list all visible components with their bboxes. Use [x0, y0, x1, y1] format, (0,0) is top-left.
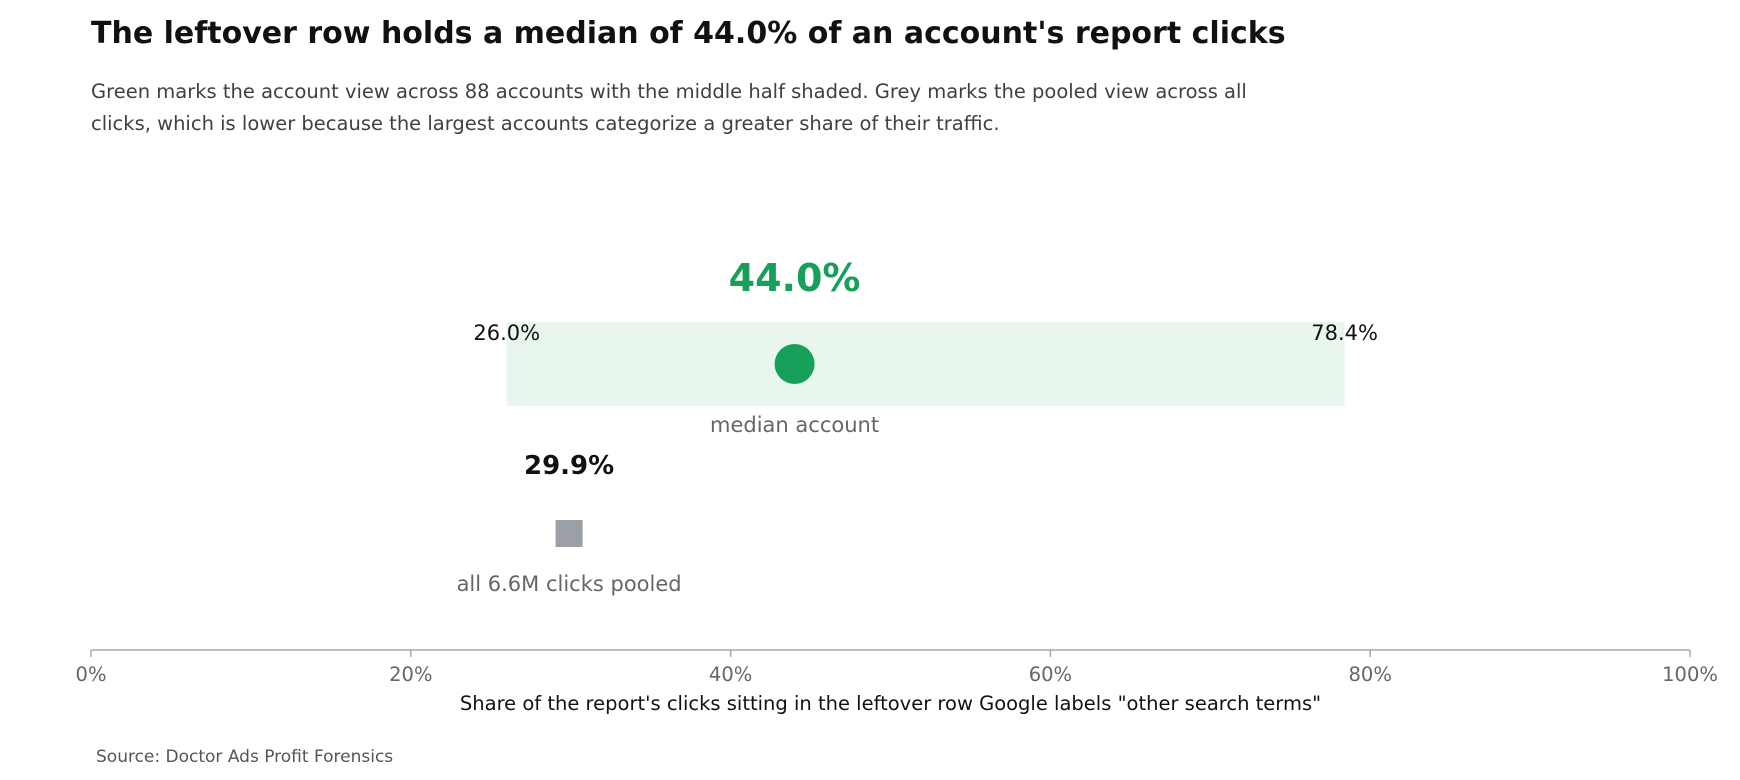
x-axis-label: Share of the report's clicks sitting in …	[460, 692, 1321, 715]
median-account-dot	[774, 344, 815, 384]
p25-value-label: 26.0%	[473, 321, 540, 345]
source-note: Source: Doctor Ads Profit Forensics	[96, 747, 394, 767]
x-tick-label: 20%	[389, 663, 432, 686]
interquartile-range-band	[506, 322, 1345, 406]
x-tick-label: 40%	[709, 663, 752, 686]
x-tick-label: 100%	[1662, 663, 1718, 686]
p75-value-label: 78.4%	[1311, 321, 1378, 345]
pooled-value-marker	[555, 520, 583, 547]
median-account-caption: median account	[710, 413, 879, 437]
x-tick-label: 60%	[1029, 663, 1072, 686]
pooled-caption: all 6.6M clicks pooled	[457, 572, 682, 596]
median-value-label: 44.0%	[729, 256, 861, 300]
x-tick-label: 80%	[1349, 663, 1392, 686]
chart-title: The leftover row holds a median of 44.0%…	[91, 16, 1286, 51]
chart-subtitle: Green marks the account view across 88 a…	[91, 80, 1247, 135]
pooled-value-label: 29.9%	[524, 451, 614, 481]
x-axis-ticks: 0% 20% 40% 60% 80% 100%	[76, 650, 1718, 686]
x-tick-label: 0%	[76, 663, 107, 686]
